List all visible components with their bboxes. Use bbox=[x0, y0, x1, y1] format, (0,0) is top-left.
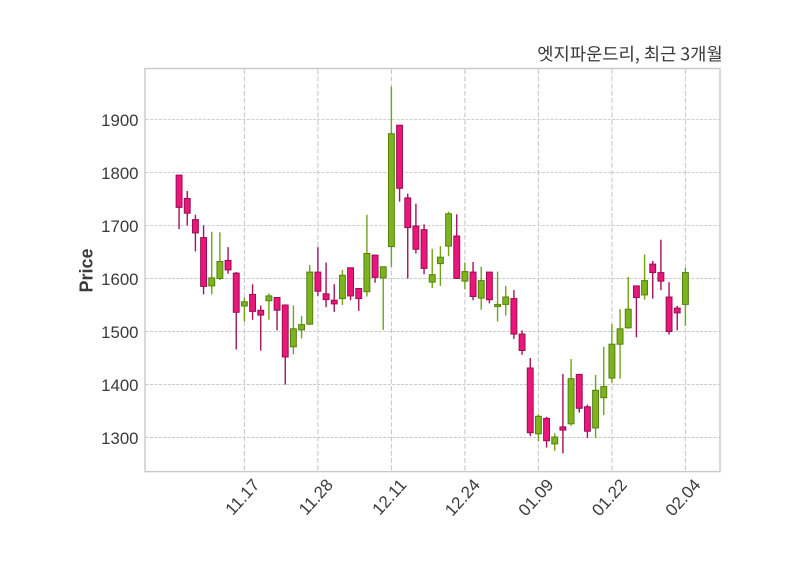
svg-text:1700: 1700 bbox=[101, 217, 138, 236]
svg-text:1400: 1400 bbox=[101, 376, 138, 395]
svg-text:1500: 1500 bbox=[101, 323, 138, 342]
svg-text:1600: 1600 bbox=[101, 270, 138, 289]
svg-text:Price: Price bbox=[77, 248, 97, 292]
svg-text:1300: 1300 bbox=[101, 429, 138, 448]
svg-text:1900: 1900 bbox=[101, 111, 138, 130]
svg-text:1800: 1800 bbox=[101, 164, 138, 183]
